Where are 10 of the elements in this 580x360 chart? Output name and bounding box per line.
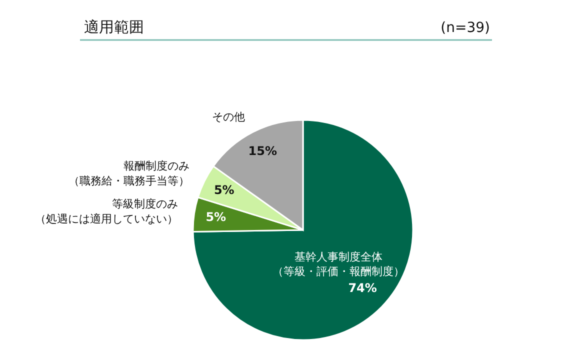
annotation: (n=39) <box>440 20 490 36</box>
category-label: 報酬制度のみ（職務給・職務手当等） <box>68 159 190 188</box>
data-label: 15% <box>248 144 278 158</box>
category-label: 基幹人事制度全体（等級・評価・報酬制度） <box>272 250 404 278</box>
category-label: 等級制度のみ（処遇には適用していない） <box>34 198 178 226</box>
category-label: その他 <box>212 110 246 124</box>
data-label: 5% <box>214 183 234 198</box>
title: 適用範囲 <box>84 18 144 36</box>
data-label: 5% <box>206 210 226 224</box>
data-label: 74% <box>348 280 377 295</box>
